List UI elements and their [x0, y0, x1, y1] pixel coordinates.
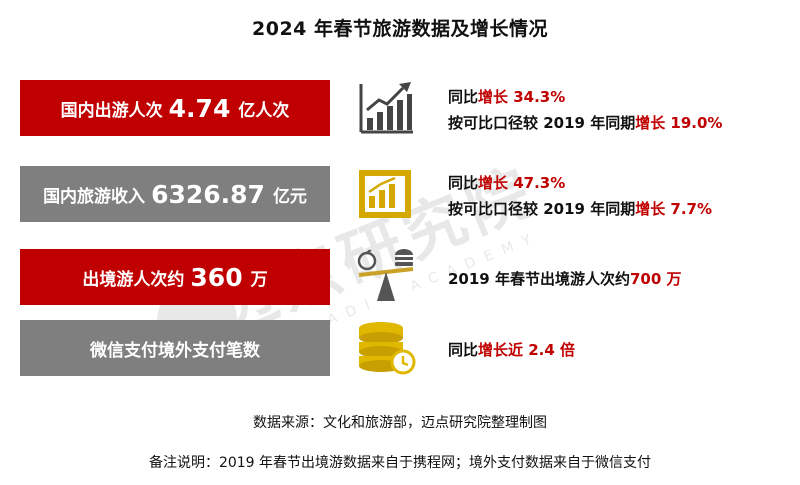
stat-box: 出境游人次约 360 万: [20, 249, 330, 305]
watermark-cn: 迈点研究院: [203, 153, 546, 349]
footnote: 备注说明：2019 年春节出境游数据来自于携程网；境外支付数据来自于微信支付: [148, 455, 652, 471]
stat-row-domestic-revenue: 国内旅游收入 6326.87 亿元 同比增长 47.3% 按可比口径较 2019…: [0, 166, 800, 222]
stat-value: 360: [190, 262, 243, 292]
gold-chart-icon: [359, 170, 411, 218]
detail-line: 按可比口径较 2019 年同期增长 19.0%: [448, 114, 723, 132]
page-title: 2024 年春节旅游数据及增长情况: [252, 18, 548, 40]
detail-line: 同比增长 47.3%: [448, 174, 566, 192]
stat-unit: 亿人次: [238, 100, 290, 121]
stat-row-outbound-trips: 出境游人次约 360 万 2019 年春节出境游人次约700 万: [0, 249, 800, 305]
stat-label: 出境游人次约: [82, 269, 185, 290]
stat-box: 国内出游人次 4.74 亿人次: [20, 80, 330, 136]
detail-line: 同比增长近 2.4 倍: [448, 341, 576, 359]
stat-row-wechat-payments: 微信支付境外支付笔数 同比增长近 2.4 倍: [0, 320, 800, 376]
detail-line: 同比增长 34.3%: [448, 88, 566, 106]
stat-box: 国内旅游收入 6326.87 亿元: [20, 166, 330, 222]
stat-label: 国内旅游收入: [43, 186, 146, 207]
stat-unit: 亿元: [272, 186, 307, 207]
bar-chart-arrow-icon: [359, 82, 413, 134]
stat-value: 6326.87: [151, 179, 265, 209]
stat-details: 同比增长近 2.4 倍: [448, 324, 575, 376]
detail-line: 按可比口径较 2019 年同期增长 7.7%: [448, 200, 713, 218]
stat-details: 同比增长 47.3% 按可比口径较 2019 年同期增长 7.7%: [448, 170, 712, 222]
detail-line: 2019 年春节出境游人次约700 万: [448, 270, 682, 288]
coins-clock-icon: [359, 322, 416, 375]
stat-details: 同比增长 34.3% 按可比口径较 2019 年同期增长 19.0%: [448, 84, 722, 136]
stat-unit: 万: [250, 269, 268, 290]
stat-box: 微信支付境外支付笔数: [20, 320, 330, 376]
data-source: 数据来源：文化和旅游部，迈点研究院整理制图: [253, 415, 547, 431]
stat-value: 4.74: [168, 93, 231, 123]
stat-label: 国内出游人次: [60, 100, 163, 121]
stat-row-domestic-trips: 国内出游人次 4.74 亿人次 同比增长 34.3% 按可比口径较 2019 年…: [0, 80, 800, 136]
stat-details: 2019 年春节出境游人次约700 万: [448, 253, 682, 305]
stat-label: 微信支付境外支付笔数: [90, 340, 260, 361]
balance-scale-icon: [357, 249, 414, 301]
